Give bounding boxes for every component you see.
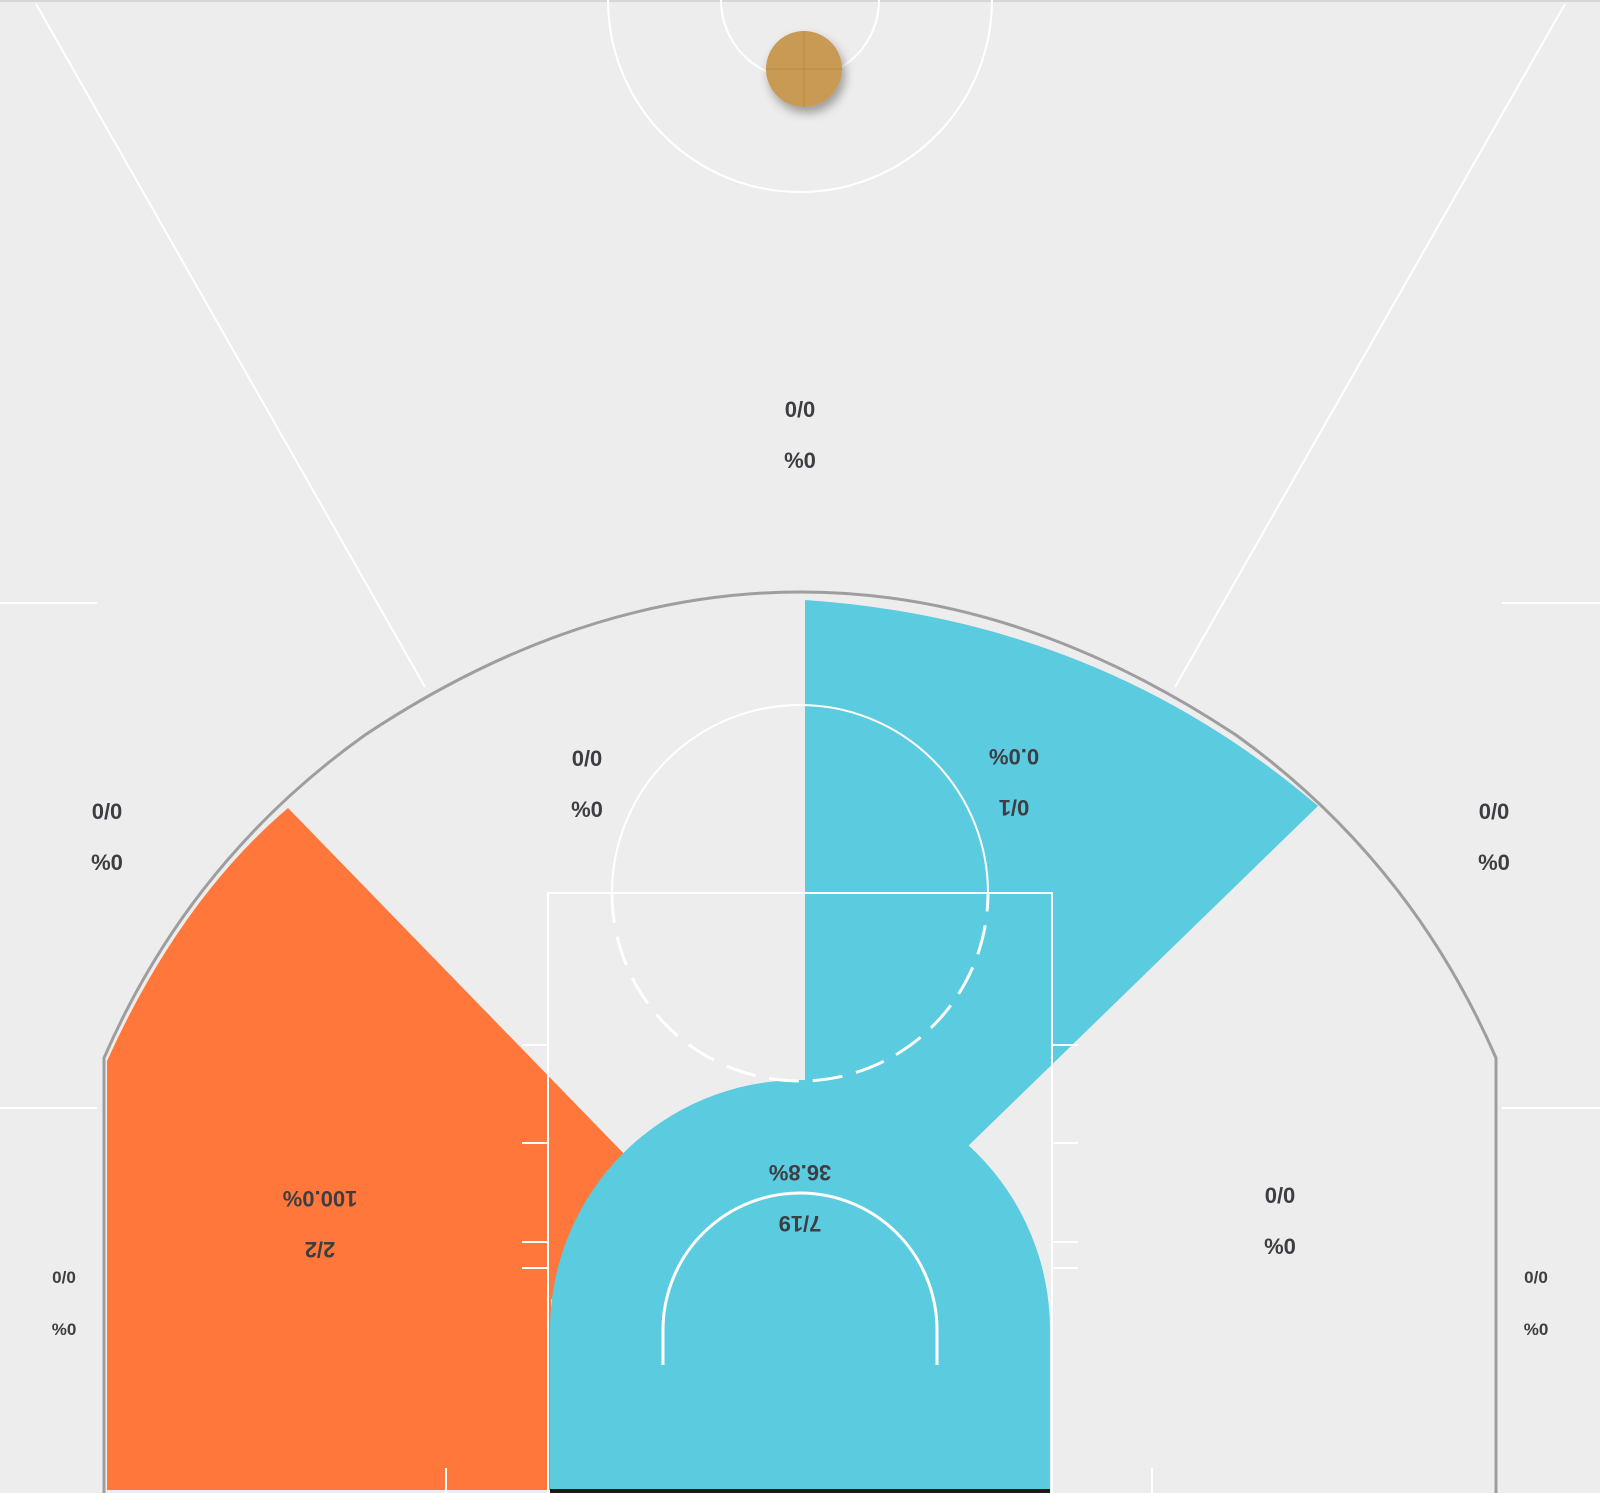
zone-percent: 36.8% <box>769 1160 831 1185</box>
zone-label-right-baseline-mid: 0/0 %0 <box>1264 1183 1296 1259</box>
zone-label-left-above-break: 0/0 %0 <box>91 799 123 875</box>
zone-percent: %0 <box>1478 850 1510 875</box>
zone-label-right-corner: 0/0 %0 <box>1524 1268 1549 1339</box>
zone-fraction: 0/0 <box>92 799 123 824</box>
zone-fill-left-baseline-mid <box>107 808 630 1490</box>
zone-fraction: 0/0 <box>785 397 816 422</box>
zone-percent: %0 <box>91 850 123 875</box>
zone-fraction: 0/0 <box>1265 1183 1296 1208</box>
right-wing-divider <box>1174 3 1566 688</box>
zone-fraction: 0/0 <box>52 1268 76 1287</box>
zone-percent: %0 <box>1524 1320 1549 1339</box>
restricted-arc <box>661 1191 939 1365</box>
three-point-line <box>102 590 1498 1493</box>
zone-fill-restricted-area <box>550 1080 1050 1490</box>
basketball-icon <box>766 31 842 107</box>
free-throw-circle-top <box>611 704 989 894</box>
zone-fraction: 0/1 <box>999 795 1030 820</box>
zone-percent: 0.0% <box>989 744 1039 769</box>
zone-percent: 100.0% <box>283 1186 358 1211</box>
zone-label-left-top-mid: 0/0 %0 <box>571 746 603 822</box>
zone-percent: %0 <box>784 448 816 473</box>
zone-fraction: 0/0 <box>1524 1268 1548 1287</box>
zone-percent: %0 <box>1264 1234 1296 1259</box>
zone-label-left-corner: 0/0 %0 <box>52 1268 77 1339</box>
zone-label-right-above-break: 0/0 %0 <box>1478 799 1510 875</box>
zone-label-top-deep: 0/0 %0 <box>784 397 816 473</box>
center-circle-outer <box>607 0 993 193</box>
free-throw-circle-bottom <box>610 892 990 1083</box>
paint-lane <box>547 892 1053 1493</box>
left-wing-divider <box>35 3 426 688</box>
zone-label-left-baseline-mid: 2/2 100.0% <box>283 1186 358 1262</box>
zone-label-right-top-mid: 0/1 0.0% <box>989 744 1039 820</box>
zone-label-restricted-area: 7/19 36.8% <box>769 1160 831 1236</box>
zone-percent: %0 <box>52 1320 77 1339</box>
zone-fraction: 0/0 <box>572 746 603 771</box>
zone-fraction: 7/19 <box>779 1211 822 1236</box>
zone-fill-right-top-mid <box>805 600 1318 1150</box>
zone-fraction: 0/0 <box>1479 799 1510 824</box>
zone-percent: %0 <box>571 797 603 822</box>
zone-fraction: 2/2 <box>305 1237 336 1262</box>
